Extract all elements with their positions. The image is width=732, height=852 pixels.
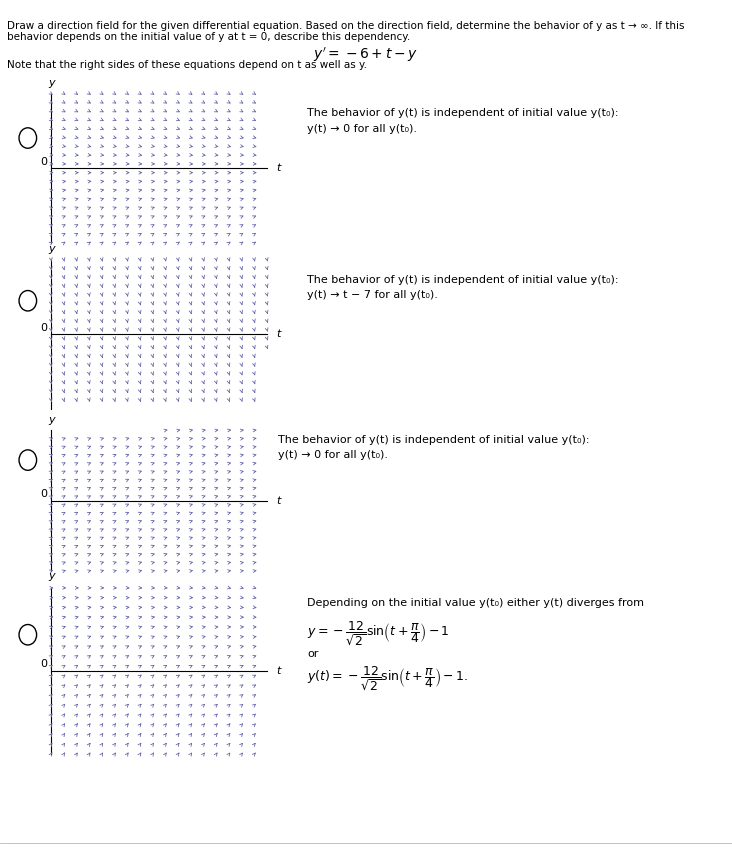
Text: 0: 0: [40, 157, 47, 167]
Text: t: t: [276, 164, 280, 173]
Text: $y(t) = -\dfrac{12}{\sqrt{2}}\sin\!\left(t+\dfrac{\pi}{4}\right) - 1.$: $y(t) = -\dfrac{12}{\sqrt{2}}\sin\!\left…: [307, 665, 468, 693]
Text: t: t: [276, 496, 280, 505]
Text: The behavior of y(t) is independent of initial value y(t₀):: The behavior of y(t) is independent of i…: [307, 275, 619, 285]
Text: 0: 0: [40, 659, 47, 670]
Text: 0: 0: [40, 489, 47, 499]
Text: y: y: [48, 571, 55, 581]
Text: or: or: [307, 649, 319, 659]
Text: The behavior of y(t) is independent of initial value y(t₀):: The behavior of y(t) is independent of i…: [278, 435, 590, 445]
Text: Note that the right sides of these equations depend on t as well as y.: Note that the right sides of these equat…: [7, 60, 367, 70]
Text: y(t) → 0 for all y(t₀).: y(t) → 0 for all y(t₀).: [307, 124, 417, 134]
Text: y: y: [48, 78, 55, 88]
Text: behavior depends on the initial value of y at t = 0, describe this dependency.: behavior depends on the initial value of…: [7, 32, 411, 43]
Text: $y = -\dfrac{12}{\sqrt{2}}\sin\!\left(t+\dfrac{\pi}{4}\right) - 1$: $y = -\dfrac{12}{\sqrt{2}}\sin\!\left(t+…: [307, 620, 450, 648]
Text: 0: 0: [40, 323, 47, 333]
Text: y(t) → 0 for all y(t₀).: y(t) → 0 for all y(t₀).: [278, 450, 388, 460]
Text: t: t: [276, 666, 280, 676]
Text: Draw a direction field for the given differential equation. Based on the directi: Draw a direction field for the given dif…: [7, 21, 685, 32]
Text: $y' = -6 + t - y$: $y' = -6 + t - y$: [313, 46, 419, 64]
Text: The behavior of y(t) is independent of initial value y(t₀):: The behavior of y(t) is independent of i…: [307, 108, 619, 118]
Text: Depending on the initial value y(t₀) either y(t) diverges from: Depending on the initial value y(t₀) eit…: [307, 598, 644, 608]
Text: y: y: [48, 415, 55, 424]
Text: y(t) → t − 7 for all y(t₀).: y(t) → t − 7 for all y(t₀).: [307, 290, 438, 300]
Text: t: t: [276, 330, 280, 339]
Text: y: y: [48, 244, 55, 254]
